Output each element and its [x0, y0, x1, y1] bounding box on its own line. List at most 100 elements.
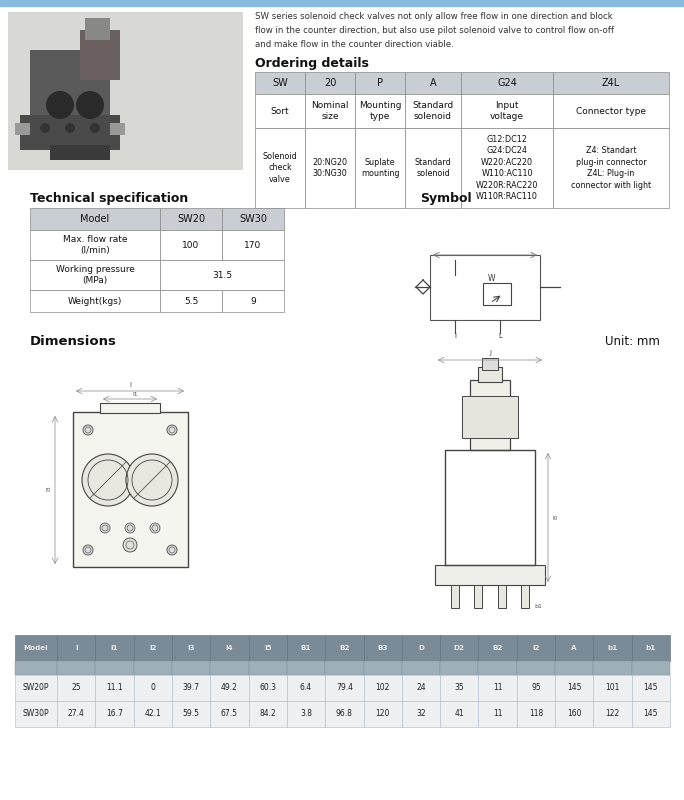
Bar: [478, 635, 516, 661]
Text: B2: B2: [339, 645, 350, 651]
Text: G24: G24: [497, 78, 517, 88]
Bar: [440, 675, 478, 701]
Bar: [95, 635, 133, 661]
Text: 24: 24: [416, 683, 425, 693]
Text: Mounting
type: Mounting type: [358, 101, 402, 122]
Bar: [80, 30, 120, 80]
Text: Sort: Sort: [271, 106, 289, 115]
Text: l4: l4: [226, 645, 233, 651]
Bar: [20, 115, 120, 150]
Bar: [57, 701, 95, 727]
Bar: [133, 701, 172, 727]
Circle shape: [82, 454, 134, 506]
Text: P: P: [377, 78, 383, 88]
Text: 16.7: 16.7: [106, 710, 123, 718]
Circle shape: [46, 91, 74, 119]
Text: 100: 100: [183, 241, 200, 250]
Text: 145: 145: [644, 710, 658, 718]
Text: 6.4: 6.4: [300, 683, 312, 693]
Text: Connector type: Connector type: [576, 106, 646, 115]
Bar: [363, 675, 402, 701]
Text: B3: B3: [378, 645, 388, 651]
Bar: [478, 661, 516, 675]
Text: l: l: [75, 645, 77, 651]
Text: 60.3: 60.3: [259, 683, 276, 693]
Bar: [402, 701, 440, 727]
Bar: [15, 701, 57, 727]
Circle shape: [83, 425, 93, 435]
Bar: [555, 635, 594, 661]
Text: 118: 118: [529, 710, 543, 718]
Bar: [405, 128, 461, 208]
Bar: [30, 260, 160, 290]
Text: A: A: [571, 645, 577, 651]
Bar: [440, 661, 478, 675]
Text: 31.5: 31.5: [212, 270, 232, 279]
Text: l5: l5: [264, 645, 272, 651]
Bar: [555, 701, 594, 727]
Bar: [363, 635, 402, 661]
Bar: [133, 661, 172, 675]
Text: 120: 120: [376, 710, 390, 718]
Bar: [461, 94, 553, 128]
Bar: [435, 565, 545, 585]
Text: Nominal
size: Nominal size: [311, 101, 349, 122]
Bar: [305, 128, 355, 208]
Bar: [30, 230, 160, 260]
Circle shape: [167, 545, 177, 555]
Bar: [15, 675, 57, 701]
Text: Standard
solenoid: Standard solenoid: [415, 158, 451, 178]
Bar: [222, 290, 284, 312]
Text: 25: 25: [71, 683, 81, 693]
Circle shape: [123, 538, 137, 552]
Text: 145: 145: [644, 683, 658, 693]
Bar: [402, 675, 440, 701]
Text: 96.8: 96.8: [336, 710, 353, 718]
Circle shape: [83, 545, 93, 555]
Text: B: B: [553, 514, 558, 519]
Text: W: W: [488, 274, 496, 283]
Text: SW30P: SW30P: [23, 710, 49, 718]
Bar: [430, 255, 540, 320]
Bar: [483, 283, 511, 305]
Bar: [85, 18, 110, 40]
Text: Standard
solenoid: Standard solenoid: [412, 101, 453, 122]
Text: 42.1: 42.1: [144, 710, 161, 718]
Text: Max. flow rate
(l/min): Max. flow rate (l/min): [63, 234, 127, 255]
Text: 20:NG20
30:NG30: 20:NG20 30:NG30: [313, 158, 347, 178]
Bar: [325, 675, 363, 701]
Text: 27.4: 27.4: [68, 710, 85, 718]
Bar: [172, 701, 210, 727]
Circle shape: [125, 523, 135, 533]
Text: 3.8: 3.8: [300, 710, 312, 718]
Text: Z4: Standart
plug-in connector
Z4L: Plug-in
connector with light: Z4: Standart plug-in connector Z4L: Plug…: [571, 146, 651, 190]
Text: J: J: [489, 350, 491, 356]
Bar: [355, 72, 405, 94]
Bar: [516, 675, 555, 701]
Text: Suplate
mounting: Suplate mounting: [360, 158, 399, 178]
Bar: [248, 701, 287, 727]
Bar: [133, 675, 172, 701]
Text: Symbol: Symbol: [420, 192, 472, 205]
Text: 95: 95: [531, 683, 541, 693]
Text: l2: l2: [149, 645, 157, 651]
Bar: [553, 128, 669, 208]
Bar: [451, 585, 459, 608]
Text: 170: 170: [244, 241, 261, 250]
Bar: [255, 128, 305, 208]
Bar: [355, 94, 405, 128]
Bar: [440, 701, 478, 727]
Bar: [95, 675, 133, 701]
Bar: [248, 661, 287, 675]
Bar: [363, 661, 402, 675]
Text: 79.4: 79.4: [336, 683, 353, 693]
Text: Weight(kgs): Weight(kgs): [68, 297, 122, 306]
Bar: [461, 128, 553, 208]
Bar: [405, 94, 461, 128]
Circle shape: [90, 123, 100, 133]
Bar: [482, 358, 498, 370]
Text: SW20: SW20: [177, 214, 205, 224]
Bar: [15, 123, 30, 135]
Text: 11: 11: [493, 710, 502, 718]
Bar: [133, 635, 172, 661]
